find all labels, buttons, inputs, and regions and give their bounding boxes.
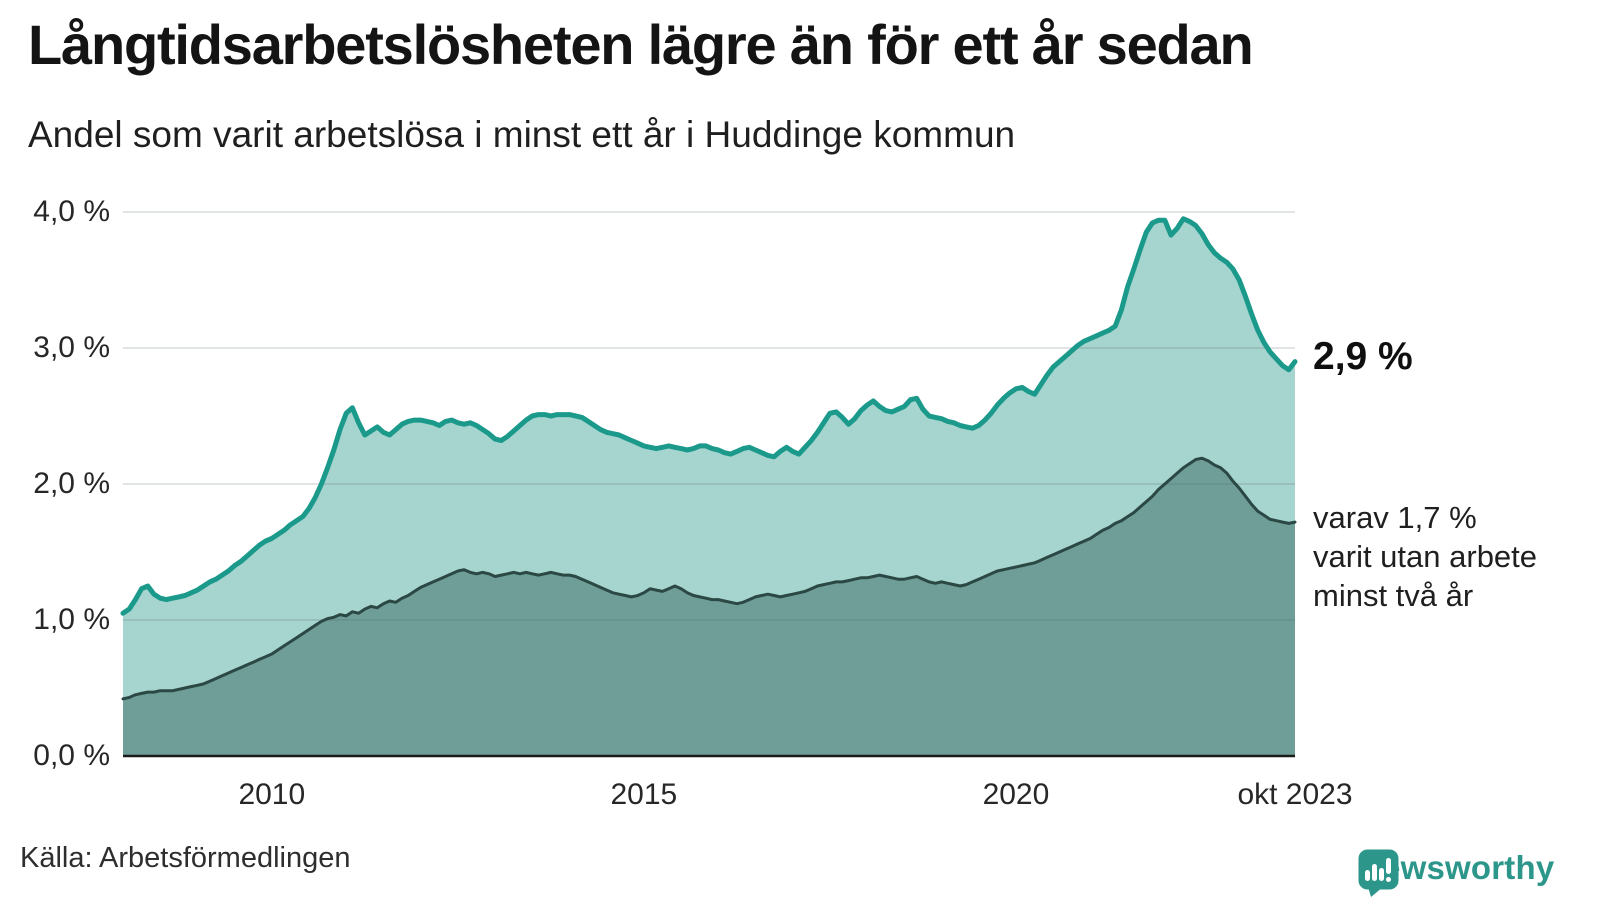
secondary-series-annotation: varav 1,7 % varit utan arbete minst två …: [1313, 498, 1537, 615]
source-note: Källa: Arbetsförmedlingen: [20, 842, 351, 874]
x-tick-label: 2020: [982, 778, 1050, 811]
y-tick-label: 1,0 %: [33, 603, 110, 636]
x-tick-label: okt 2023: [1237, 778, 1353, 811]
latest-value-label: 2,9 %: [1313, 335, 1413, 378]
newsworthy-logo: Newsworthy: [1358, 849, 1554, 897]
speech-bubble-chart-icon: [1358, 849, 1399, 897]
chart-title: Långtidsarbetslösheten lägre än för ett …: [28, 13, 1254, 76]
y-tick-label: 4,0 %: [33, 195, 110, 228]
chart-subtitle: Andel som varit arbetslösa i minst ett å…: [28, 114, 1016, 155]
y-tick-label: 2,0 %: [33, 467, 110, 500]
secondary-annotation-line: varit utan arbete: [1313, 539, 1538, 574]
series-line-1: [121, 456, 1297, 701]
secondary-annotation-line: minst två år: [1313, 578, 1474, 613]
x-tick-label: 2015: [610, 778, 678, 811]
y-tick-label: 3,0 %: [33, 331, 110, 364]
y-tick-label: 0,0 %: [33, 739, 110, 772]
series-area-1: [123, 458, 1295, 756]
series-line-0: [120, 216, 1298, 616]
secondary-annotation-line: varav 1,7 %: [1313, 500, 1477, 535]
x-tick-label: 2010: [238, 778, 306, 811]
